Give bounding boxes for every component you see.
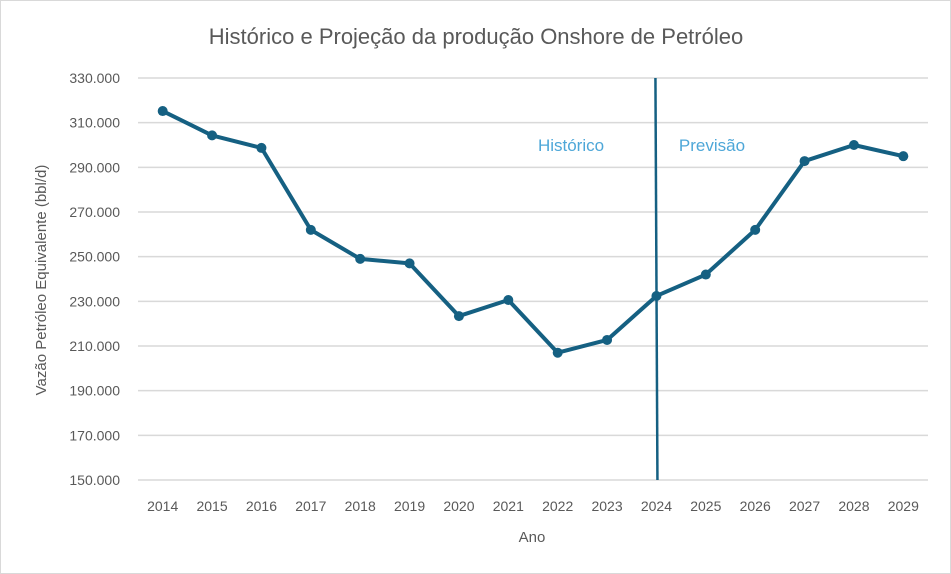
data-point [552,347,563,358]
y-tick-label: 270.000 [69,204,120,220]
data-point [207,130,218,141]
x-tick-label: 2023 [591,498,622,514]
data-point [602,334,613,345]
y-tick-label: 150.000 [69,472,120,488]
data-point [750,224,761,235]
x-tick-label: 2014 [147,498,178,514]
series-line [161,109,904,355]
x-tick-label: 2021 [493,498,524,514]
y-tick-label: 190.000 [69,383,120,399]
y-tick-label: 330.000 [69,70,120,86]
x-tick-label: 2015 [196,498,227,514]
x-tick-label: 2026 [740,498,771,514]
data-point [256,142,267,153]
data-point [651,290,662,301]
x-tick-label: 2020 [443,498,474,514]
x-tick-label: 2028 [838,498,869,514]
divider-line [654,77,659,481]
y-axis-label: Vazão Petróleo Equivalente (bbl/d) [33,165,50,396]
y-tick-label: 310.000 [69,115,120,131]
chart-title: Histórico e Projeção da produção Onshore… [209,24,743,49]
x-tick-label: 2027 [789,498,820,514]
y-tick-label: 250.000 [69,249,120,265]
x-tick-label: 2024 [641,498,672,514]
data-point [503,294,514,305]
x-tick-label: 2025 [690,498,721,514]
y-tick-label: 170.000 [69,427,120,443]
data-point [848,140,859,150]
data-point [305,224,316,235]
x-tick-label: 2018 [345,498,376,514]
y-tick-label: 290.000 [69,159,120,175]
x-tick-label: 2022 [542,498,573,514]
data-point [898,151,909,162]
data-point [700,269,711,280]
data-point [355,253,366,264]
x-tick-label: 2029 [888,498,919,514]
y-tick-label: 230.000 [69,293,120,309]
x-tick-label: 2017 [295,498,326,514]
data-point [404,258,415,269]
annotation-previsao: Previsão [679,136,745,155]
x-axis-label: Ano [519,529,546,546]
x-tick-label: 2019 [394,498,425,514]
x-tick-label: 2016 [246,498,277,514]
data-point [799,156,810,167]
data-point [453,311,464,322]
y-tick-label: 210.000 [69,338,120,354]
data-point [157,106,168,117]
annotation-historico: Histórico [538,136,604,155]
